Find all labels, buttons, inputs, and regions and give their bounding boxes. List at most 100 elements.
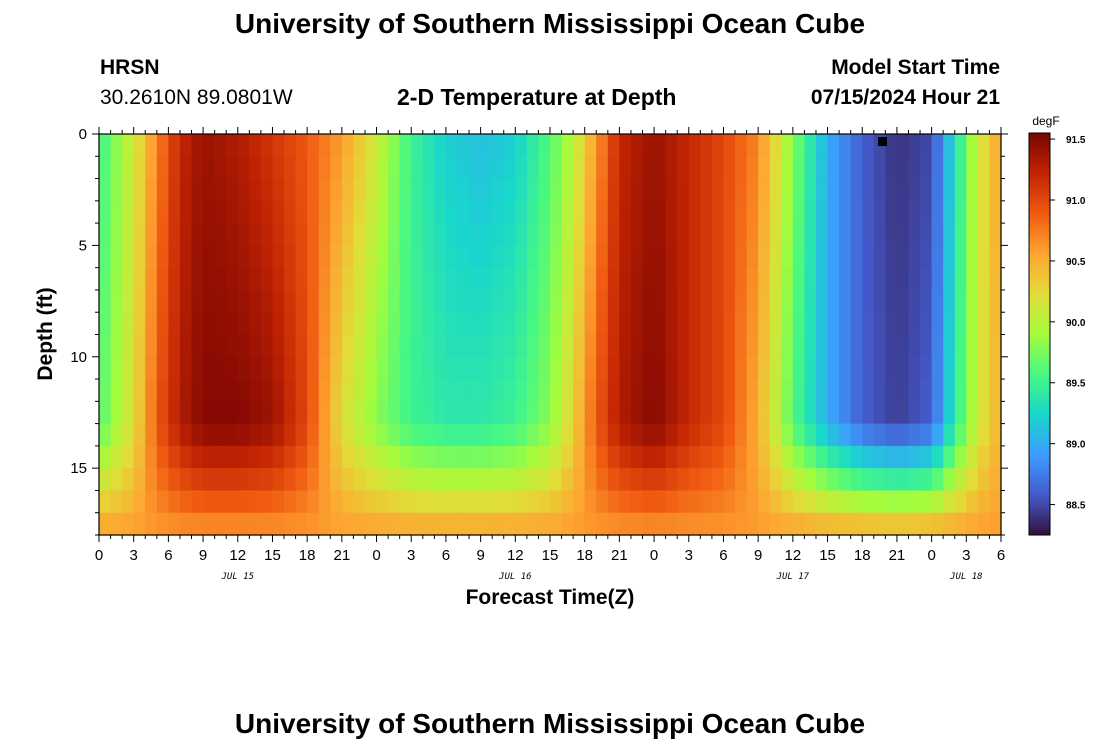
- heatmap-cell: [226, 223, 239, 246]
- heatmap-cell: [318, 312, 331, 336]
- heatmap-cell: [977, 490, 991, 514]
- heatmap-cell: [862, 134, 875, 157]
- heatmap-cell: [908, 512, 921, 536]
- heatmap-cell: [573, 178, 586, 202]
- heatmap-cell: [295, 512, 308, 536]
- heatmap-cell: [376, 468, 389, 492]
- heatmap-cell: [526, 445, 540, 469]
- heatmap-cell: [677, 445, 690, 469]
- heatmap-cell: [700, 200, 713, 224]
- heatmap-cell: [434, 334, 447, 358]
- heatmap-cell: [700, 312, 713, 336]
- heatmap-cell: [203, 468, 216, 492]
- heatmap-cell: [179, 401, 193, 425]
- heatmap-cell: [237, 223, 250, 246]
- heatmap-cell: [827, 512, 840, 536]
- heatmap-cell: [573, 223, 586, 246]
- heatmap-cell: [920, 401, 933, 425]
- heatmap-cell: [804, 312, 817, 336]
- heatmap-cell: [179, 468, 193, 492]
- heatmap-cell: [318, 334, 331, 358]
- heatmap-cell: [249, 178, 262, 202]
- heatmap-cell: [480, 445, 493, 469]
- heatmap-cell: [711, 245, 725, 269]
- heatmap-cell: [619, 200, 632, 224]
- heatmap-cell: [318, 200, 331, 224]
- station-name: HRSN: [100, 56, 160, 79]
- heatmap-cell: [700, 356, 713, 380]
- heatmap-cell: [364, 512, 378, 536]
- heatmap-cell: [434, 490, 447, 514]
- x-tick-label: 15: [264, 547, 281, 564]
- y-tick-label: 15: [70, 460, 87, 477]
- heatmap-cell: [203, 445, 216, 469]
- heatmap-cell: [573, 468, 586, 492]
- heatmap-cell: [260, 423, 274, 447]
- heatmap-cell: [943, 423, 956, 447]
- heatmap-cell: [260, 267, 274, 291]
- heatmap-cell: [284, 356, 297, 380]
- heatmap-cell: [550, 379, 563, 402]
- heatmap-cell: [642, 134, 655, 157]
- heatmap-cell: [665, 490, 678, 514]
- heatmap-cell: [573, 200, 586, 224]
- heatmap-cell: [862, 200, 875, 224]
- heatmap-cell: [619, 401, 632, 425]
- heatmap-cell: [908, 223, 921, 246]
- heatmap-cell: [272, 156, 285, 180]
- heatmap-cell: [827, 134, 840, 157]
- heatmap-cell: [99, 445, 112, 469]
- heatmap-cell: [804, 490, 817, 514]
- heatmap-cell: [873, 445, 886, 469]
- heatmap-cell: [630, 245, 644, 269]
- heatmap-cell: [260, 512, 274, 536]
- heatmap-cell: [284, 200, 297, 224]
- heatmap-cell: [896, 134, 910, 157]
- heatmap-cell: [596, 445, 609, 469]
- heatmap-cell: [654, 178, 667, 202]
- heatmap-cell: [214, 468, 227, 492]
- heatmap-cell: [122, 490, 135, 514]
- heatmap-cell: [804, 200, 817, 224]
- heatmap-cell: [920, 223, 933, 246]
- heatmap-cell: [688, 334, 701, 358]
- heatmap-cell: [931, 178, 944, 202]
- heatmap-cell: [977, 200, 991, 224]
- date-label: JUL 18: [949, 572, 983, 582]
- heatmap-cell: [272, 401, 285, 425]
- heatmap-cell: [573, 401, 586, 425]
- heatmap-cell: [654, 267, 667, 291]
- heatmap-cell: [654, 200, 667, 224]
- heatmap-cell: [804, 134, 817, 157]
- heatmap-cell: [827, 245, 840, 269]
- heatmap-cell: [249, 423, 262, 447]
- heatmap-cell: [723, 156, 736, 180]
- heatmap-cell: [469, 178, 482, 202]
- heatmap-cell: [179, 289, 193, 313]
- heatmap-cell: [237, 312, 250, 336]
- heatmap-cell: [711, 178, 725, 202]
- heatmap-cell: [214, 223, 227, 246]
- heatmap-cell: [457, 468, 470, 492]
- model-start-label: Model Start Time: [831, 56, 1000, 79]
- heatmap-cell: [954, 267, 967, 291]
- heatmap-cell: [99, 267, 112, 291]
- heatmap-cell: [642, 445, 655, 469]
- heatmap-cell: [445, 468, 459, 492]
- heatmap-cell: [191, 379, 204, 402]
- heatmap-cell: [769, 223, 782, 246]
- chart-title: 2-D Temperature at Depth: [397, 84, 677, 110]
- heatmap-cell: [665, 223, 678, 246]
- heatmap-cell: [711, 445, 725, 469]
- heatmap-cell: [422, 267, 435, 291]
- heatmap-cell: [399, 267, 412, 291]
- heatmap-cell: [260, 223, 274, 246]
- heatmap-cell: [272, 267, 285, 291]
- heatmap-cell: [307, 379, 320, 402]
- heatmap-cell: [920, 178, 933, 202]
- heatmap-cell: [850, 223, 863, 246]
- heatmap-cell: [422, 379, 435, 402]
- heatmap-cell: [411, 334, 424, 358]
- heatmap-cell: [295, 223, 308, 246]
- heatmap-cell: [550, 245, 563, 269]
